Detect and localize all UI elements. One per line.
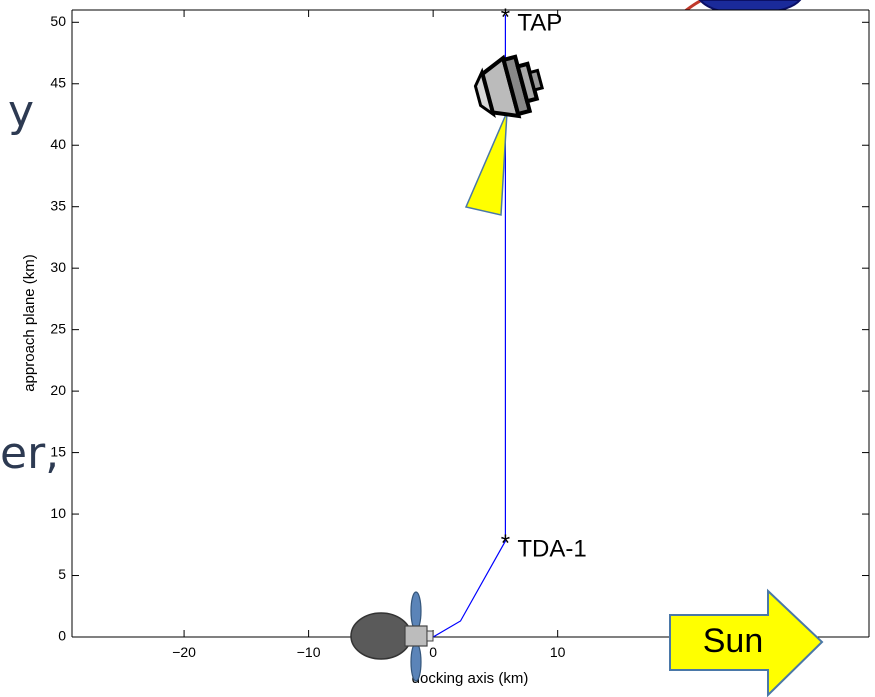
sun-label: Sun [703, 622, 764, 660]
sensor-cone [464, 111, 508, 216]
chaser-nozzle [527, 68, 545, 92]
y-tick-label: 50 [50, 13, 66, 29]
y-tick-label: 40 [50, 136, 66, 152]
plot-area [72, 10, 869, 637]
y-tick-label: 45 [50, 74, 66, 90]
y-tick-label: 0 [58, 628, 66, 644]
series-line [432, 14, 506, 638]
y-tick-label: 30 [50, 259, 66, 275]
x-tick-label: 0 [429, 644, 437, 660]
target-panel-top [410, 591, 422, 631]
x-tick-label: −20 [172, 644, 196, 660]
y-axis-ticks: 0 5 10 15 20 25 30 35 40 45 50 [50, 13, 869, 644]
target-spacecraft-icon [350, 591, 434, 682]
slide-text-fragment-top: y [8, 86, 34, 137]
y-tick-label: 15 [50, 443, 66, 459]
y-tick-label: 5 [58, 566, 66, 582]
data-point-marker: * [501, 530, 510, 557]
annotation-label: TAP [517, 9, 562, 36]
y-tick-label: 35 [50, 197, 66, 213]
target-panel-bottom [410, 642, 422, 682]
sun-arrow-icon: Sun [669, 588, 824, 697]
x-tick-label: −10 [297, 644, 321, 660]
y-axis-label: approach plane (km) [21, 254, 38, 392]
target-dock [426, 630, 434, 642]
x-tick-label: 10 [550, 644, 566, 660]
target-body [350, 612, 412, 660]
plot-frame [71, 9, 870, 638]
y-tick-label: 25 [50, 320, 66, 336]
x-axis-label: docking axis (km) [412, 670, 529, 687]
x-axis-ticks: −20 −10 0 10 [172, 10, 566, 660]
y-tick-label: 20 [50, 382, 66, 398]
chaser-spacecraft-icon [473, 54, 545, 119]
sun-arrow-shape [669, 588, 824, 697]
series-layer: * TAP * TDA-1 [432, 4, 587, 638]
y-tick-label: 10 [50, 505, 66, 521]
slide-text-fragment-mid: er, [0, 428, 59, 479]
target-module [404, 625, 428, 647]
data-point-marker: * [501, 4, 510, 31]
annotation-label: TDA-1 [517, 535, 586, 562]
chaser-body [480, 54, 522, 119]
